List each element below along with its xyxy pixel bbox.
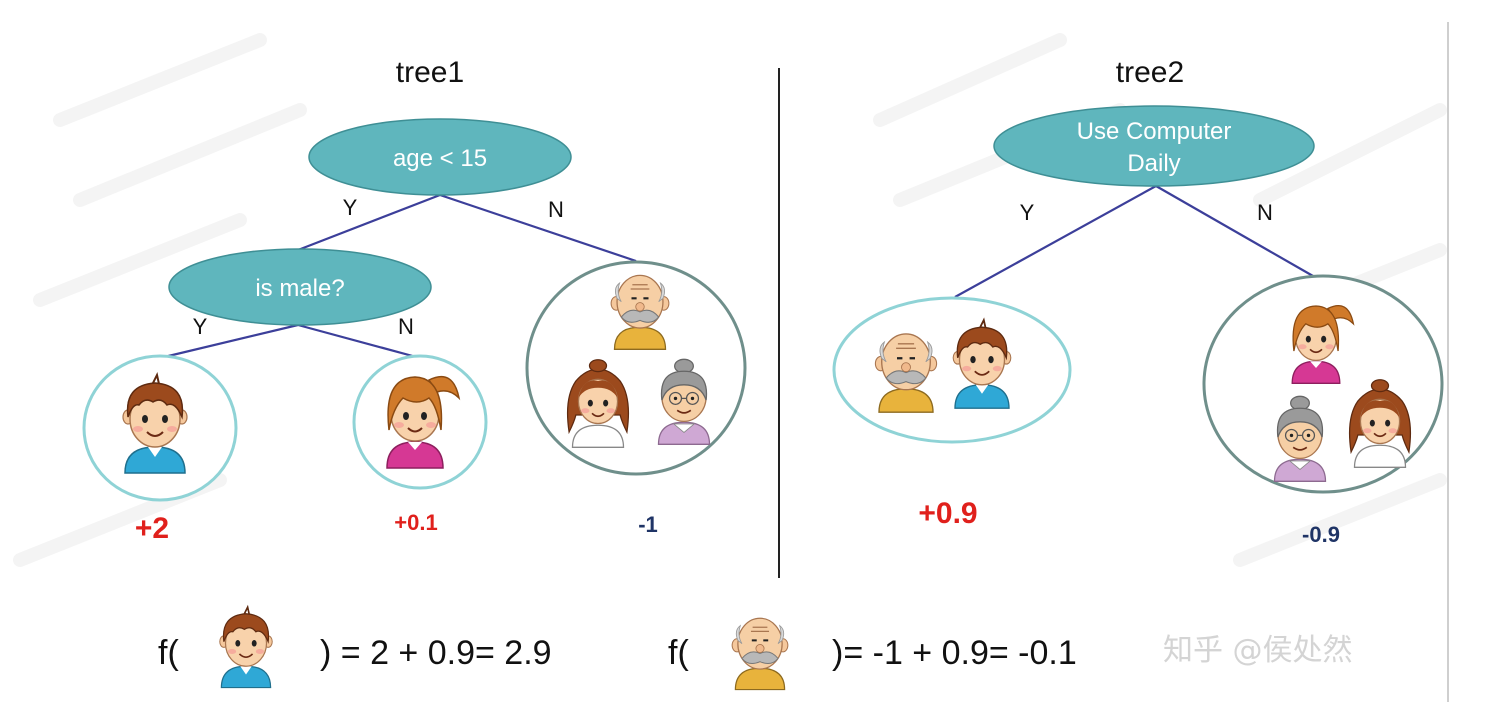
tree2-title: tree2 [1116, 56, 1184, 89]
tree1-root-node: age < 15 [308, 118, 572, 196]
tree2-leaf1-score: +0.9 [918, 497, 977, 530]
formula-boy-prefix: f( [158, 634, 179, 672]
tree1-edges [159, 193, 637, 360]
tree2-root-no: N [1257, 200, 1273, 225]
boy-icon [218, 606, 274, 689]
zhihu-watermark: 知乎 @侯处然 [1163, 633, 1353, 668]
tree2-edges [954, 185, 1314, 298]
formula-grandpa-prefix: f( [668, 634, 689, 672]
tree1-child-no: N [398, 314, 414, 339]
formula-grandpa-result: )= -1 + 0.9= -0.1 [832, 634, 1077, 672]
tree2-root-label-line2: Daily [1127, 150, 1180, 177]
tree1-leaf3-score: -1 [638, 512, 658, 537]
tree1-root-label: age < 15 [393, 145, 487, 172]
tree2-root-yes: Y [1020, 200, 1035, 225]
formula-grandpa: f( )= -1 + 0.9= -0.1 [668, 617, 1077, 691]
grandpa-icon [731, 617, 789, 691]
tree1-leaf-girl [352, 354, 488, 490]
tree1-child-yes: Y [193, 314, 208, 339]
tree2-leaf-yes [832, 296, 1072, 444]
formula-boy-result: ) = 2 + 0.9= 2.9 [320, 634, 552, 672]
tree1-root-no: N [548, 197, 564, 222]
tree1-leaf2-score: +0.1 [394, 510, 437, 535]
tree1-leaf-adults [525, 260, 747, 476]
tree2-root-label-line1: Use Computer [1077, 118, 1232, 145]
tree1-root-yes: Y [343, 195, 358, 220]
tree2-leaf2-score: -0.9 [1302, 522, 1340, 547]
tree2-root-node: Use Computer Daily [993, 105, 1315, 187]
tree1-leaf1-score: +2 [135, 512, 169, 545]
tree2-leaf-no [1202, 274, 1444, 494]
tree1-child-node: is male? [168, 248, 432, 326]
tree1-child-label: is male? [255, 275, 344, 302]
tree1-title: tree1 [396, 56, 464, 89]
tree1-leaf-boy [82, 354, 238, 502]
formula-boy: f( ) = 2 + 0.9= 2.9 [158, 606, 552, 689]
